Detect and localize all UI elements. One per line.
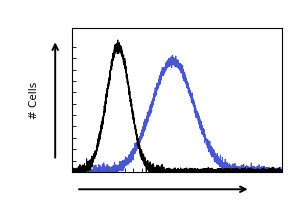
Text: # Cells: # Cells xyxy=(29,81,39,119)
